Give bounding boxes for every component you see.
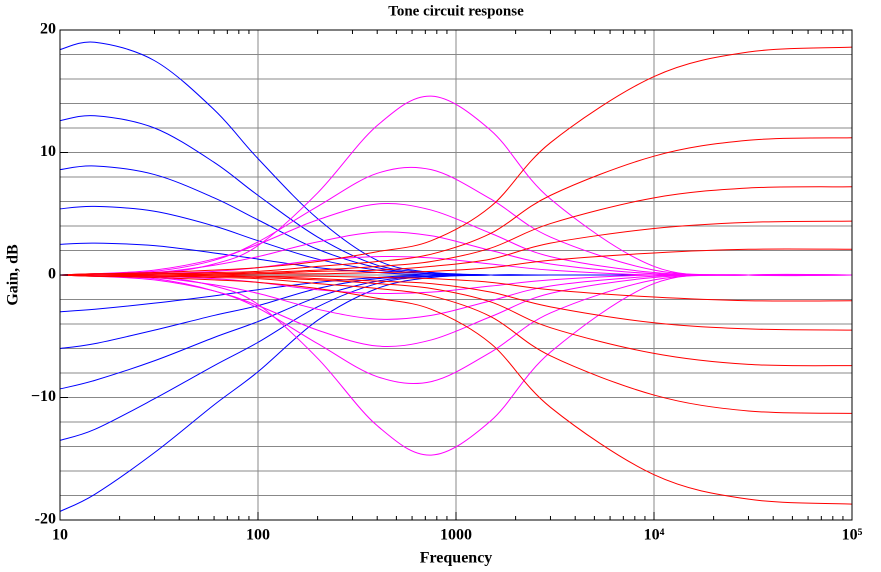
y-tick-label: 20 <box>40 21 56 38</box>
y-tick-label: -20 <box>35 511 56 528</box>
chart-title: Tone circuit response <box>388 3 524 19</box>
response-curve <box>59 274 853 331</box>
curves <box>59 41 853 512</box>
response-curve <box>59 274 853 347</box>
grid <box>60 30 852 520</box>
y-tick-label: 10 <box>40 143 56 160</box>
response-curve <box>59 274 853 414</box>
x-tick-label: 1000 <box>440 527 472 544</box>
x-tick-label: 10⁴ <box>644 527 665 544</box>
axes: 10 100 1000 10⁴ 10⁵ -20 −10 0 10 20 <box>31 21 863 544</box>
y-axis-label: Gain, dB <box>5 244 22 306</box>
y-tick-label: 0 <box>48 266 56 283</box>
x-tick-label: 10 <box>52 527 68 544</box>
response-curve <box>59 203 853 276</box>
x-axis-label: Frequency <box>420 550 493 567</box>
response-curve <box>59 186 853 276</box>
y-tick-label: −10 <box>31 388 56 405</box>
response-curve <box>59 166 853 276</box>
response-curve <box>59 274 853 384</box>
response-curve <box>59 46 853 276</box>
x-tick-label: 100 <box>246 527 270 544</box>
x-tick-label: 10⁵ <box>842 527 863 544</box>
response-curve <box>59 274 853 505</box>
